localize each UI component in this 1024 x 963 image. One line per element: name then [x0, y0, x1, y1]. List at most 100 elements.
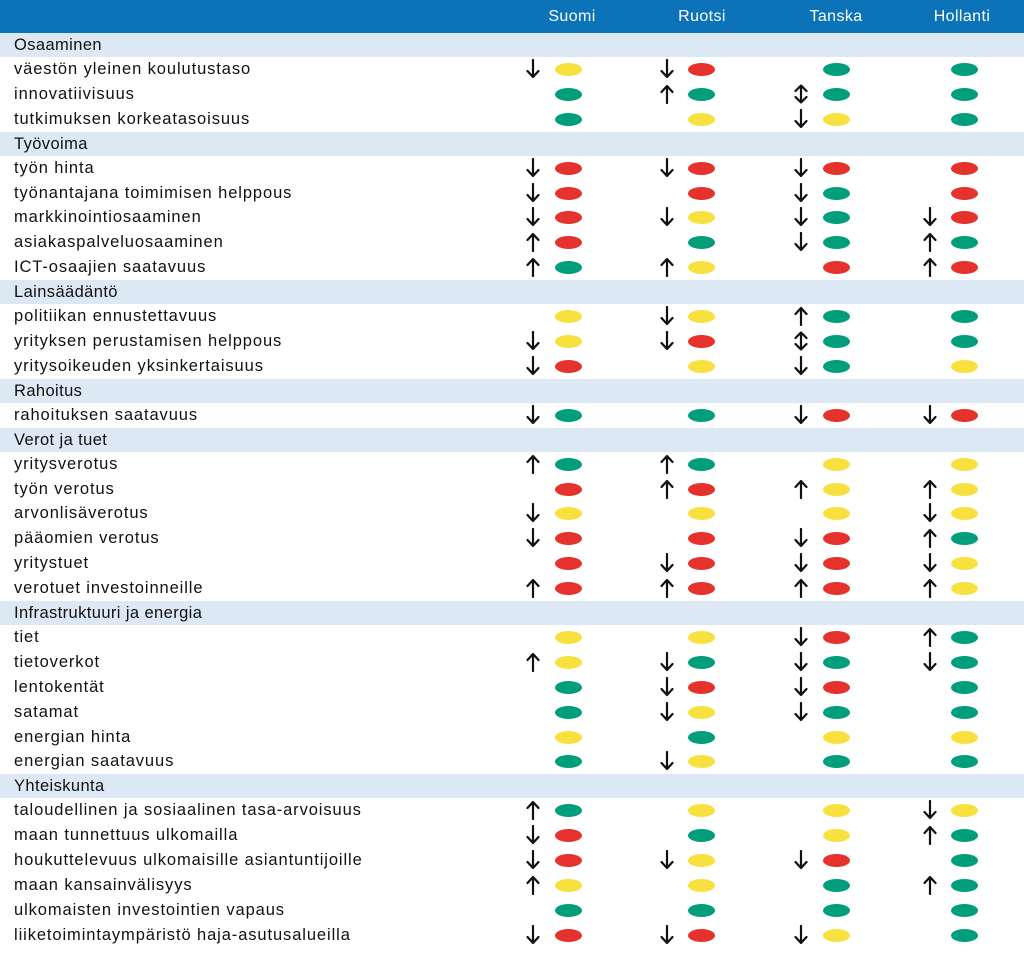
rating-dot-denmark-green [823, 879, 850, 893]
table-row: taloudellinen ja sosiaalinen tasa-arvois… [0, 798, 1024, 823]
rating-dot-denmark-red [823, 532, 850, 546]
rating-dot-denmark-yellow [823, 928, 850, 942]
row-label: ICT-osaajien saatavuus [14, 258, 207, 277]
rating-dot-sweden-red [688, 680, 715, 694]
rating-dot-sweden-green [688, 236, 715, 250]
rating-dot-netherlands-green [951, 879, 978, 893]
down-arrow-icon [660, 59, 674, 79]
row-label: energian saatavuus [14, 752, 175, 771]
table-row: maan tunnettuus ulkomailla [0, 823, 1024, 848]
rating-dot-finland-red [555, 928, 582, 942]
rating-dot-netherlands-green [951, 928, 978, 942]
rating-dot-netherlands-green [951, 854, 978, 868]
rating-dot-netherlands-red [951, 161, 978, 175]
down-arrow-icon [526, 528, 540, 548]
rating-dot-denmark-green [823, 705, 850, 719]
rating-dot-finland-green [555, 112, 582, 126]
rating-dot-denmark-green [823, 359, 850, 373]
table-row: liiketoimintaympäristö haja-asutusalueil… [0, 923, 1024, 948]
rating-dot-netherlands-green [951, 755, 978, 769]
rating-dot-netherlands-yellow [951, 482, 978, 496]
rating-dot-finland-red [555, 186, 582, 200]
rating-dot-netherlands-yellow [951, 507, 978, 521]
rating-dot-sweden-red [688, 335, 715, 349]
rating-dot-denmark-yellow [823, 730, 850, 744]
down-arrow-icon [794, 157, 808, 178]
table-row: maan kansainvälisyys [0, 873, 1024, 898]
rating-dot-sweden-green [688, 408, 715, 422]
up-arrow-icon [794, 306, 808, 327]
down-arrow-icon [794, 528, 808, 548]
row-label: taloudellinen ja sosiaalinen tasa-arvois… [14, 801, 362, 820]
down-arrow-icon [794, 627, 808, 647]
up-down-arrow-icon [794, 331, 808, 351]
rating-dot-denmark-yellow [823, 112, 850, 126]
rating-dot-denmark-green [823, 186, 850, 200]
table-row: tietoverkot [0, 650, 1024, 675]
table-header: Suomi Ruotsi Tanska Hollanti [0, 0, 1024, 33]
row-label: markkinointiosaaminen [14, 208, 202, 227]
rating-dot-denmark-red [823, 680, 850, 694]
table-row: yritysverotus [0, 452, 1024, 477]
rating-dot-finland-green [555, 755, 582, 769]
rating-dot-sweden-green [688, 730, 715, 744]
table-row: työn verotus [0, 477, 1024, 502]
up-arrow-icon [923, 875, 937, 896]
row-label: väestön yleinen koulutustaso [14, 60, 252, 78]
rating-dot-finland-red [555, 211, 582, 225]
row-label: lentokentät [14, 677, 105, 696]
rating-dot-denmark-green [823, 87, 850, 101]
up-arrow-icon [923, 232, 937, 253]
rating-dot-netherlands-yellow [951, 804, 978, 818]
up-arrow-icon [923, 528, 937, 549]
row-label: arvonlisäverotus [14, 504, 149, 523]
row-label: yrityksen perustamisen helppous [14, 332, 283, 351]
rating-dot-finland-yellow [555, 310, 582, 324]
rating-dot-sweden-red [688, 532, 715, 546]
down-arrow-icon [794, 355, 808, 376]
table-row: tiet [0, 625, 1024, 650]
rating-dot-finland-green [555, 804, 582, 818]
rating-dot-denmark-green [823, 211, 850, 225]
rating-dot-denmark-yellow [823, 482, 850, 496]
down-arrow-icon [526, 924, 540, 945]
rating-dot-finland-red [555, 557, 582, 571]
rating-dot-sweden-yellow [688, 879, 715, 893]
table-row: yrityksen perustamisen helppous [0, 329, 1024, 354]
column-header-denmark: Tanska [809, 8, 863, 25]
rating-dot-finland-green [555, 408, 582, 422]
rating-dot-finland-yellow [555, 631, 582, 645]
table-row: markkinointiosaaminen [0, 205, 1024, 230]
column-header-finland: Suomi [548, 8, 596, 25]
down-arrow-icon [923, 503, 937, 523]
rating-dot-sweden-yellow [688, 261, 715, 275]
rating-dot-netherlands-green [951, 631, 978, 645]
down-arrow-icon [794, 651, 808, 672]
down-arrow-icon [794, 182, 808, 203]
down-arrow-icon [923, 651, 937, 672]
down-arrow-icon [660, 676, 674, 697]
row-label: tiet [14, 628, 40, 647]
rating-dot-sweden-green [688, 829, 715, 843]
rating-dot-sweden-green [688, 457, 715, 471]
row-label: yritystuet [14, 554, 90, 573]
rating-dot-netherlands-green [951, 310, 978, 324]
up-arrow-icon [923, 479, 937, 499]
down-arrow-icon [526, 331, 540, 351]
rating-dot-finland-red [555, 359, 582, 373]
rating-dot-finland-green [555, 680, 582, 694]
table-row: yritystuet [0, 551, 1024, 576]
rating-dot-netherlands-red [951, 211, 978, 225]
table-row: pääomien verotus [0, 526, 1024, 551]
rating-dot-netherlands-green [951, 705, 978, 719]
row-label: innovatiivisuus [14, 84, 135, 103]
rating-dot-sweden-yellow [688, 112, 715, 126]
rating-dot-netherlands-green [951, 63, 978, 76]
rating-dot-netherlands-green [951, 236, 978, 250]
rating-dot-finland-green [555, 705, 582, 719]
rating-dot-finland-yellow [555, 507, 582, 521]
down-arrow-icon [794, 924, 808, 945]
table-row: energian saatavuus [0, 749, 1024, 774]
up-arrow-icon [660, 479, 674, 499]
rating-dot-finland-green [555, 903, 582, 917]
